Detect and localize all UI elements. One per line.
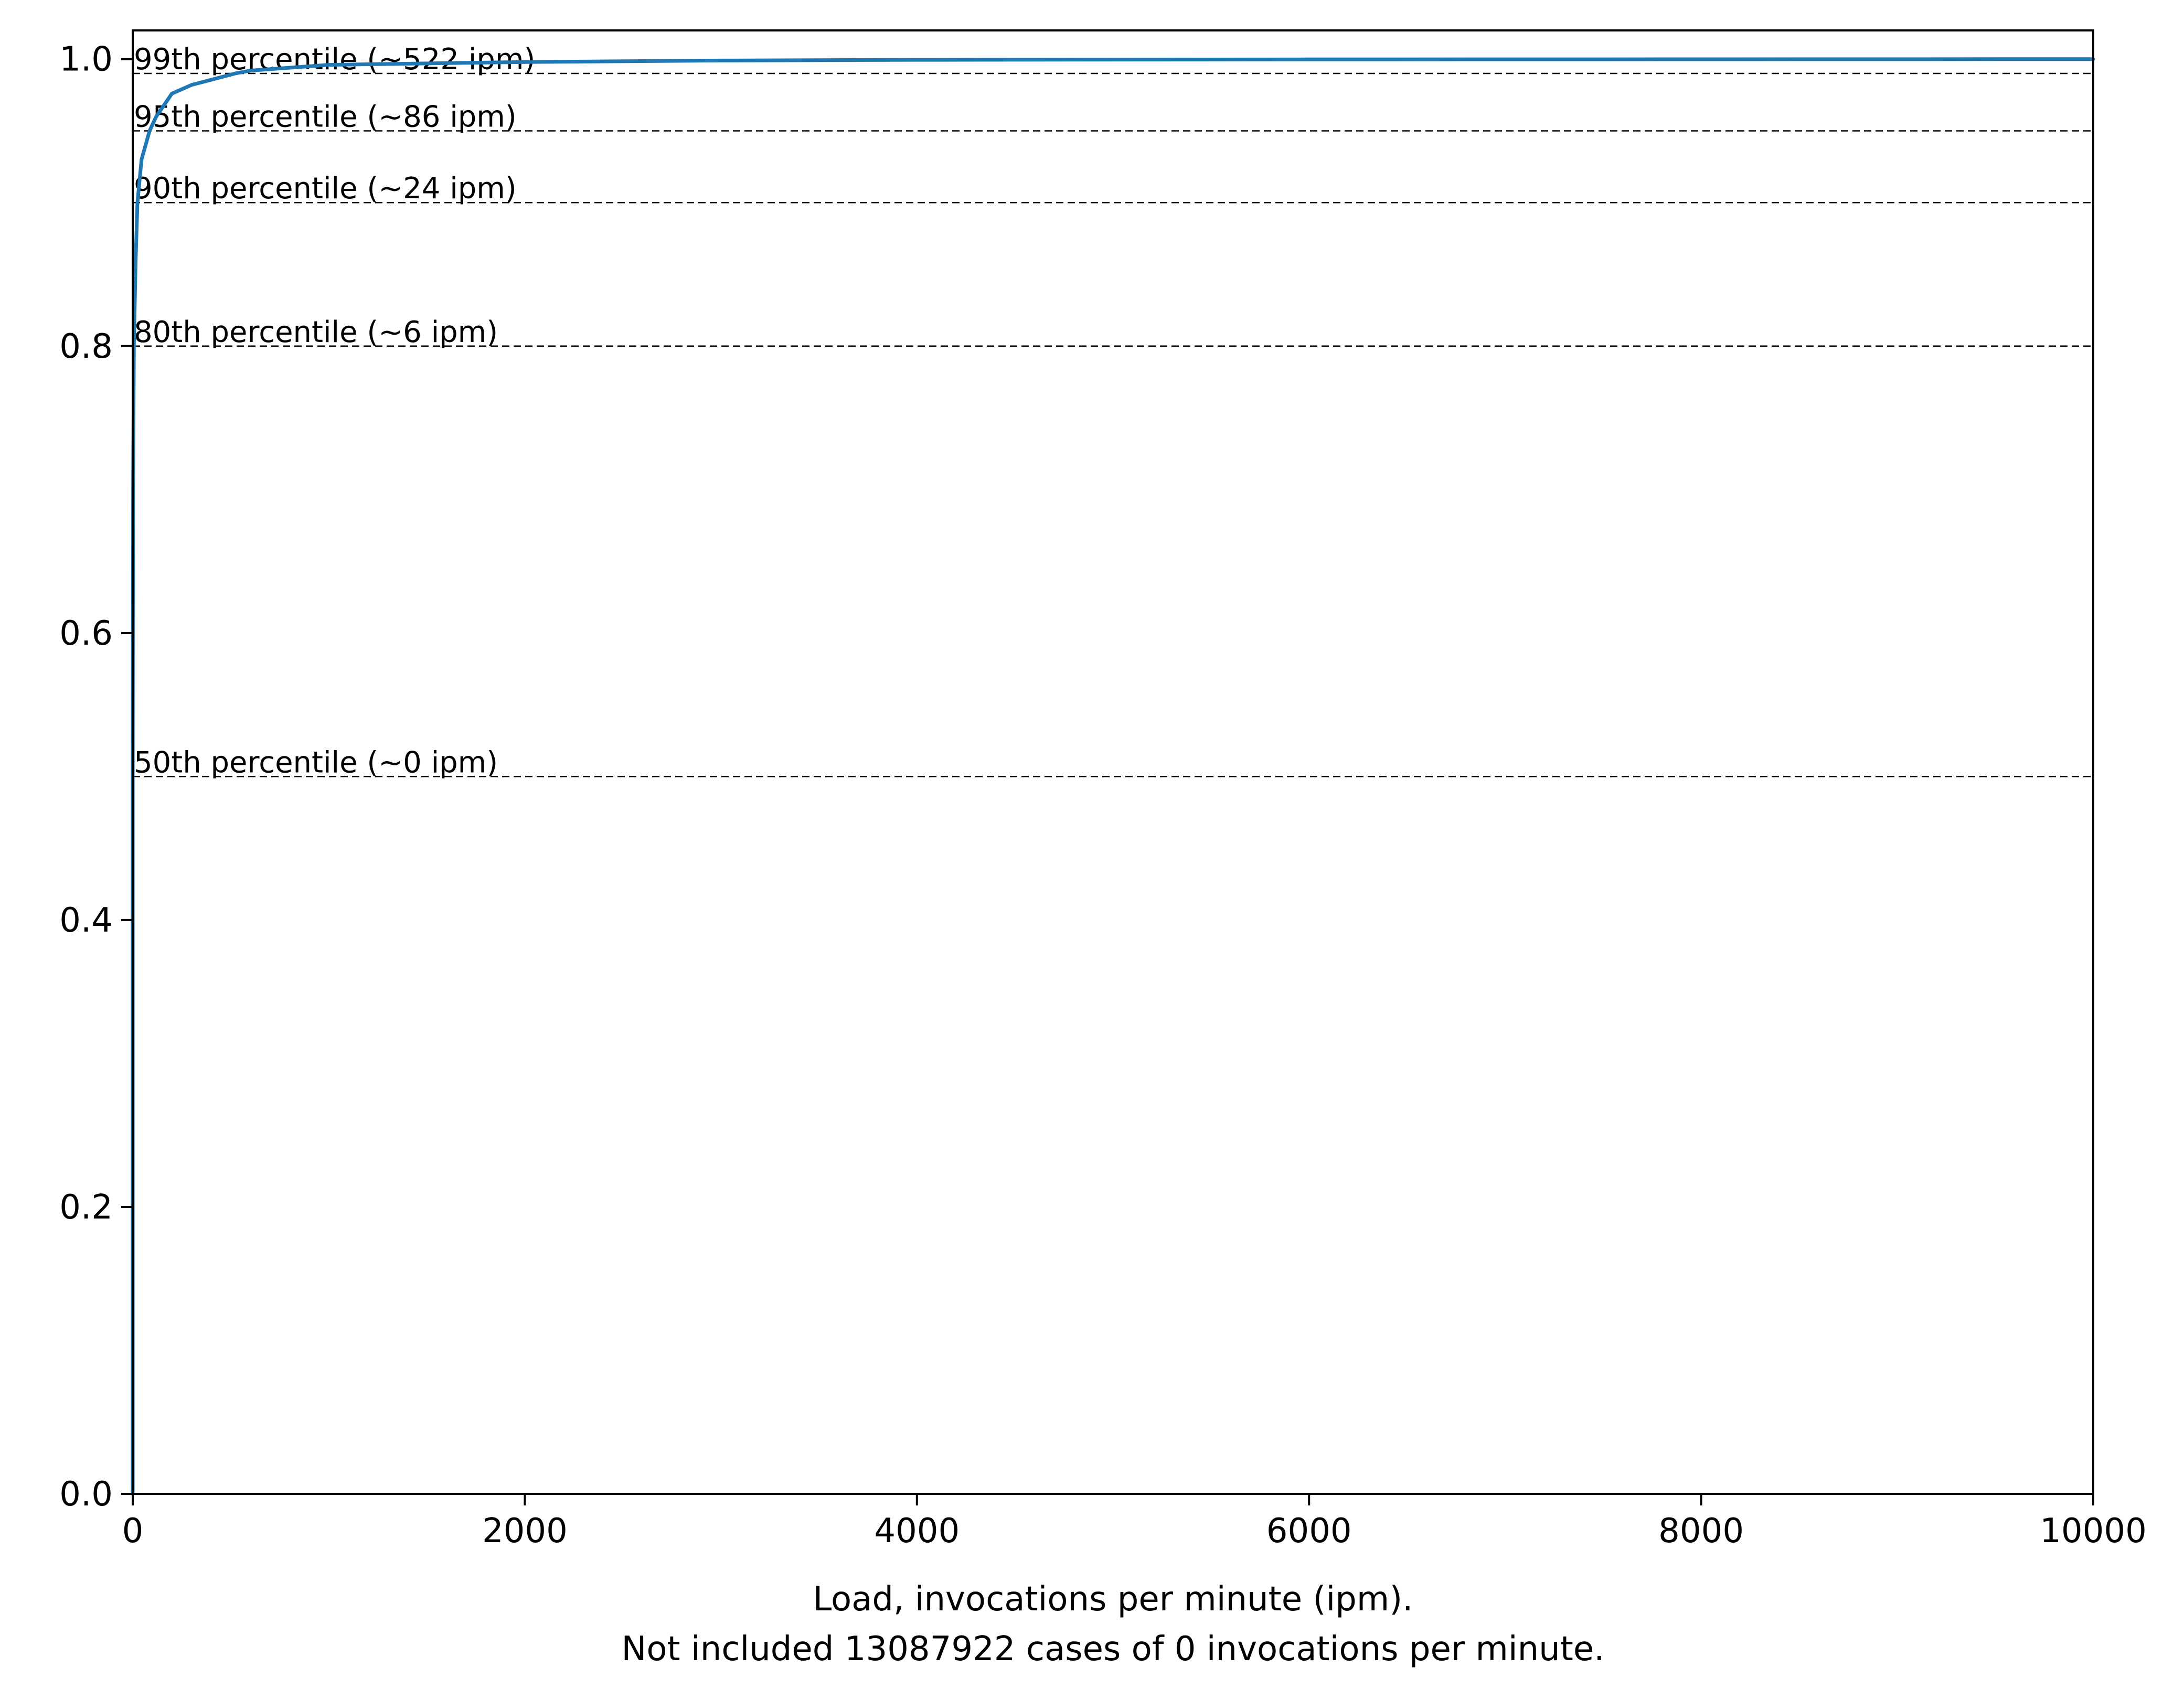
x-tick-label-4: 8000 bbox=[1658, 1512, 1744, 1551]
y-tick-label-5: 1.0 bbox=[59, 40, 113, 79]
x-tick-label-2: 4000 bbox=[874, 1512, 960, 1551]
x-axis-label: Load, invocations per minute (ipm). bbox=[813, 1580, 1413, 1619]
x-axis-label-note: Not included 13087922 cases of 0 invocat… bbox=[621, 1630, 1604, 1669]
y-tick-label-3: 0.6 bbox=[59, 614, 113, 653]
y-tick-label-4: 0.8 bbox=[59, 327, 113, 366]
percentile-label-3: 80th percentile (~6 ipm) bbox=[134, 315, 498, 349]
x-tick-label-5: 10000 bbox=[2040, 1512, 2147, 1551]
x-tick-label-1: 2000 bbox=[482, 1512, 568, 1551]
y-tick-label-2: 0.4 bbox=[59, 901, 113, 940]
x-tick-label-0: 0 bbox=[122, 1512, 144, 1551]
percentile-label-0: 99th percentile (~522 ipm) bbox=[134, 42, 535, 77]
plot-frame bbox=[132, 29, 2094, 1495]
percentile-label-4: 50th percentile (~0 ipm) bbox=[134, 745, 498, 779]
y-tick-label-0: 0.0 bbox=[59, 1475, 113, 1514]
y-tick-label-1: 0.2 bbox=[59, 1188, 113, 1227]
percentile-label-2: 90th percentile (~24 ipm) bbox=[134, 172, 517, 206]
cdf-series-line-0 bbox=[131, 57, 2095, 1496]
percentile-label-1: 95th percentile (~86 ipm) bbox=[134, 100, 517, 134]
x-tick-label-3: 6000 bbox=[1266, 1512, 1352, 1551]
